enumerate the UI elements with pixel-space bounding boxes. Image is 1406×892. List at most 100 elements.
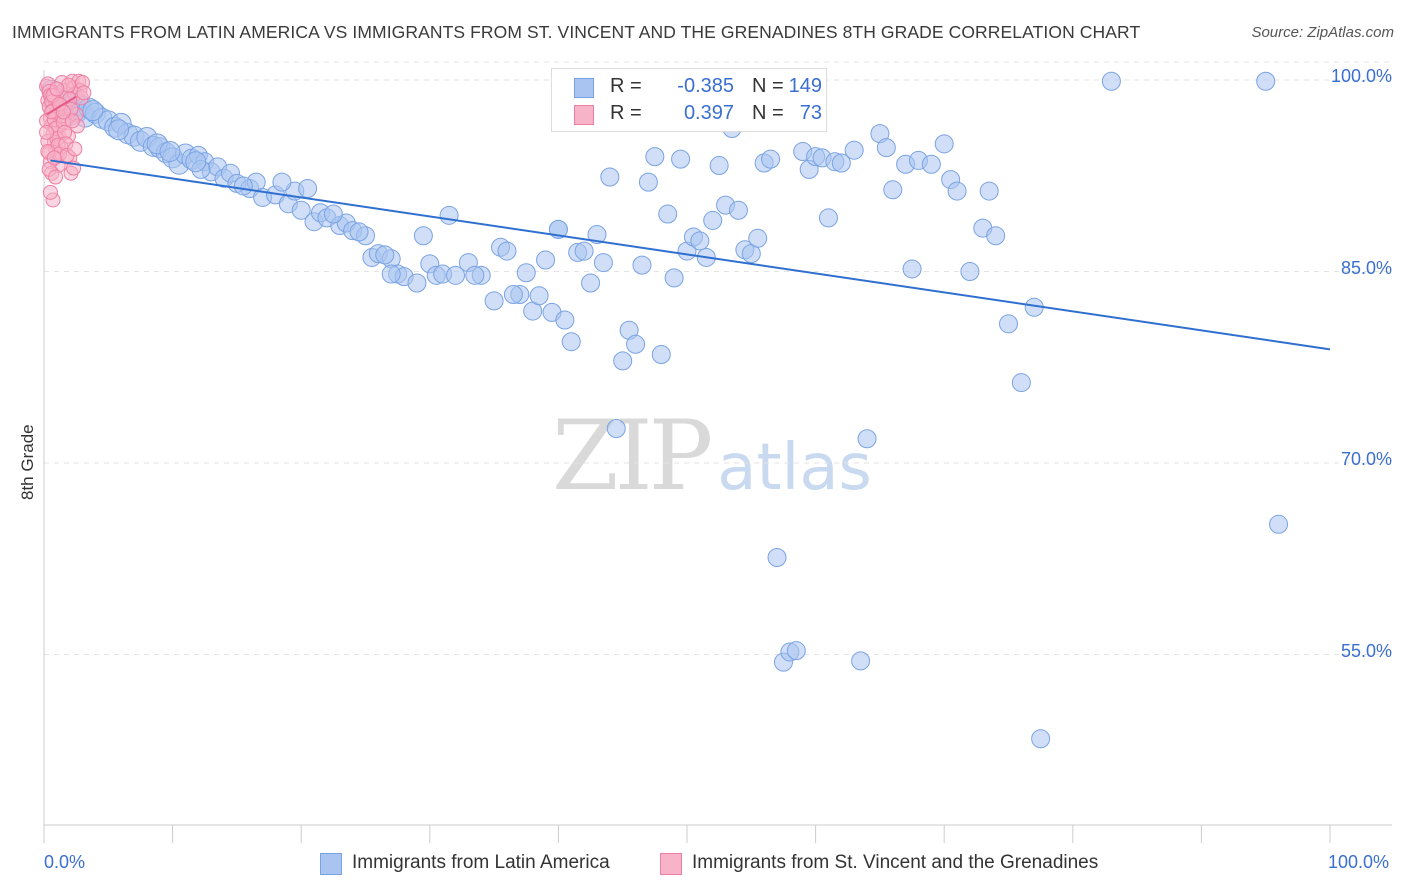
data-point-latin-america: [1031, 729, 1051, 749]
data-point-latin-america: [503, 284, 523, 304]
legend-r-value: 0.397: [683, 102, 734, 124]
data-point-latin-america: [645, 147, 665, 167]
data-point-latin-america: [767, 547, 787, 567]
data-point-latin-america: [1011, 373, 1031, 393]
data-point-latin-america: [664, 268, 684, 288]
data-point-latin-america: [349, 222, 369, 242]
legend-r-value: -0.385: [677, 75, 734, 97]
data-point-latin-america: [272, 172, 292, 192]
data-point-latin-america: [587, 224, 607, 244]
data-point-latin-america: [529, 286, 549, 306]
data-point-latin-america: [1269, 514, 1289, 534]
data-point-latin-america: [851, 651, 871, 671]
trend-line-latin-america: [50, 159, 1331, 351]
data-point-latin-america: [555, 310, 575, 330]
legend-n-label: N =: [752, 102, 784, 124]
legend-stats: R = -0.385 N = 149 R = 0.397 N = 73: [551, 68, 827, 132]
data-point-latin-america: [407, 273, 427, 293]
legend-r-label: R =: [610, 75, 642, 97]
data-point-latin-america: [626, 334, 646, 354]
data-point-latin-america: [658, 204, 678, 224]
data-point-latin-america: [465, 265, 485, 285]
data-point-latin-america: [638, 172, 658, 192]
legend-n-label: N =: [752, 75, 784, 97]
data-point-latin-america: [439, 205, 459, 225]
data-point-latin-america: [831, 153, 851, 173]
data-point-st-vincent: [76, 85, 92, 101]
legend-item-latin-america: Immigrants from Latin America: [320, 852, 640, 876]
legend-swatch-pink: [660, 853, 682, 875]
data-point-latin-america: [690, 231, 710, 251]
legend-n-value: 149: [788, 75, 822, 97]
data-point-latin-america: [484, 291, 504, 311]
data-point-latin-america: [413, 226, 433, 246]
data-point-latin-america: [761, 149, 781, 169]
data-point-latin-america: [159, 140, 181, 162]
data-point-latin-america: [947, 181, 967, 201]
gridlines: [44, 61, 1392, 655]
y-tick-label: 70.0%: [1340, 449, 1392, 469]
trend-lines: [46, 95, 1331, 351]
data-point-latin-america: [446, 265, 466, 285]
x-tick-label: 100.0%: [1328, 852, 1390, 872]
data-point-latin-america: [979, 181, 999, 201]
data-point-st-vincent: [48, 169, 64, 185]
data-point-latin-america: [600, 167, 620, 187]
data-point-latin-america: [709, 156, 729, 176]
data-point-latin-america: [999, 314, 1018, 334]
data-point-latin-america: [703, 210, 723, 230]
y-tick-label: 55.0%: [1340, 640, 1392, 661]
legend-item-st-vincent: Immigrants from St. Vincent and the Gren…: [660, 852, 1140, 876]
y-axis-label: 8th Grade: [18, 424, 37, 500]
data-point-latin-america: [375, 245, 395, 265]
trend-line-st-vincent: [46, 95, 77, 116]
data-point-latin-america: [323, 204, 343, 224]
data-point-latin-america: [581, 273, 601, 293]
data-point-latin-america: [748, 228, 768, 248]
y-tick-label: 85.0%: [1340, 257, 1392, 278]
y-axis-label-wrap: 8th Grade: [16, 424, 37, 580]
data-point-latin-america: [921, 154, 941, 174]
data-point-latin-america: [844, 140, 864, 160]
legend-swatch-blue: [574, 78, 594, 98]
data-point-latin-america: [960, 262, 980, 281]
data-point-latin-america: [876, 138, 896, 158]
data-point-latin-america: [986, 226, 1006, 246]
data-point-latin-america: [786, 641, 806, 661]
data-point-latin-america: [1256, 71, 1276, 91]
data-point-st-vincent: [46, 150, 62, 166]
series-latin-america-points: [41, 71, 1289, 749]
chart-title: IMMIGRANTS FROM LATIN AMERICA VS IMMIGRA…: [12, 22, 1141, 42]
data-point-latin-america: [381, 264, 401, 284]
data-point-latin-america: [1101, 71, 1121, 91]
data-point-latin-america: [233, 176, 253, 196]
data-point-st-vincent: [42, 184, 58, 200]
data-point-latin-america: [291, 200, 311, 220]
legend-swatch-pink: [574, 105, 594, 125]
data-point-st-vincent: [49, 81, 65, 97]
data-point-latin-america: [298, 179, 318, 199]
data-point-latin-america: [671, 149, 691, 169]
data-point-st-vincent: [39, 124, 55, 140]
data-point-latin-america: [593, 253, 613, 273]
data-point-latin-america: [883, 180, 903, 200]
data-point-latin-america: [632, 255, 652, 275]
data-point-latin-america: [536, 250, 556, 270]
data-point-latin-america: [857, 429, 877, 449]
data-point-latin-america: [728, 200, 748, 220]
data-point-latin-america: [185, 151, 207, 173]
data-point-latin-america: [606, 419, 626, 439]
y-tick-label: 100.0%: [1330, 66, 1392, 86]
legend-label: Immigrants from St. Vincent and the Gren…: [692, 852, 1099, 873]
data-point-st-vincent: [64, 113, 80, 129]
data-point-latin-america: [651, 344, 671, 364]
data-point-latin-america: [516, 263, 536, 283]
source-label: Source: ZipAtlas.com: [1251, 24, 1394, 41]
data-point-latin-america: [82, 100, 104, 122]
legend-swatch-blue: [320, 853, 342, 875]
data-point-latin-america: [818, 208, 838, 228]
data-point-latin-america: [902, 259, 922, 279]
legend-label: Immigrants from Latin America: [352, 852, 610, 873]
data-point-latin-america: [561, 332, 581, 352]
